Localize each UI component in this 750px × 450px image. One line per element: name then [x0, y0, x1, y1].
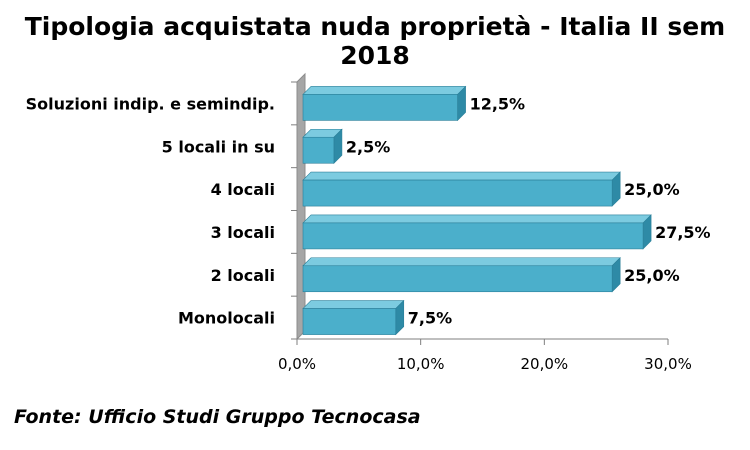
- category-label: 5 locali in su: [162, 137, 275, 156]
- bar: [302, 94, 458, 121]
- category-label: 4 locali: [211, 180, 275, 199]
- chart-title: Tipologia acquistata nuda proprietà - It…: [24, 12, 726, 70]
- category-label: Soluzioni indip. e semindip.: [26, 94, 275, 113]
- bar: [302, 136, 335, 164]
- category-label: 3 locali: [211, 223, 275, 242]
- bar-top: [302, 214, 652, 224]
- x-tick-label: 10,0%: [397, 355, 445, 373]
- x-tick-label: 0,0%: [278, 355, 316, 373]
- data-label: 2,5%: [346, 137, 390, 156]
- bar: [302, 308, 397, 335]
- data-label: 27,5%: [655, 223, 711, 242]
- bar: [302, 179, 613, 207]
- data-label: 12,5%: [470, 94, 526, 113]
- bar-top: [302, 171, 621, 181]
- data-label: 25,0%: [624, 180, 680, 199]
- data-label: 25,0%: [624, 266, 680, 285]
- bar-top: [302, 86, 467, 95]
- x-tick-label: 20,0%: [521, 355, 569, 373]
- x-tick-label: 30,0%: [644, 355, 692, 373]
- bar-top: [302, 257, 621, 267]
- source-note: Fonte: Ufficio Studi Gruppo Tecnocasa: [14, 406, 421, 428]
- category-label: 2 locali: [211, 266, 275, 285]
- category-label: Monolocali: [178, 309, 275, 328]
- bar: [302, 265, 613, 293]
- bar: [302, 222, 644, 250]
- data-label: 7,5%: [408, 309, 452, 328]
- bar-top: [302, 300, 405, 309]
